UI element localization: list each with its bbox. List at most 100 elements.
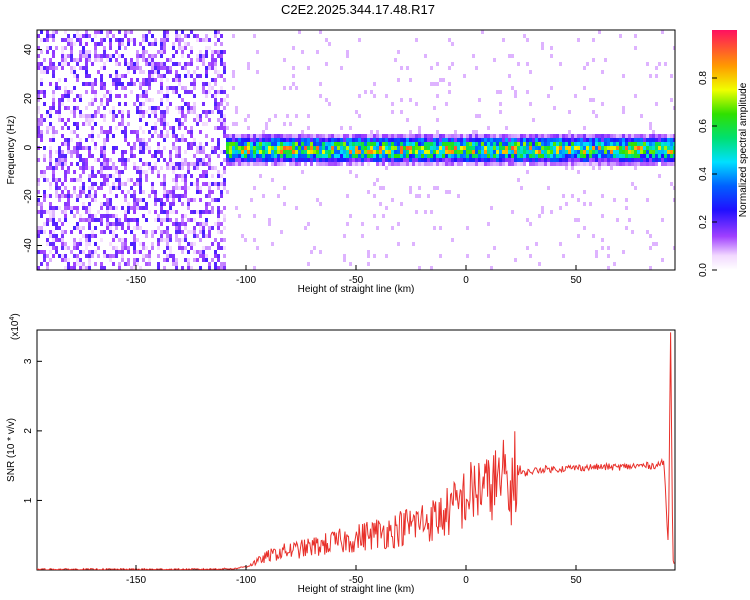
heatmap-cell [79,54,82,58]
heatmap-cell [58,162,61,166]
heatmap-cell [346,142,349,146]
heatmap-cell [220,270,223,274]
heatmap-cell [205,222,208,226]
heatmap-cell [373,150,376,154]
heatmap-cell [70,150,73,154]
heatmap-cell [547,134,550,138]
heatmap-cell [85,90,88,94]
heatmap-cell [79,194,82,198]
heatmap-cell [322,158,325,162]
heatmap-cell [508,146,511,150]
heatmap-cell [322,150,325,154]
heatmap-cell [472,54,475,58]
heatmap-cell [58,218,61,222]
heatmap-cell [157,74,160,78]
heatmap-cell [472,154,475,158]
heatmap-cell [601,158,604,162]
heatmap-cell [361,158,364,162]
heatmap-cell [292,66,295,70]
heatmap-cell [73,106,76,110]
heatmap-cell [625,146,628,150]
heatmap-cell [400,146,403,150]
heatmap-cell [64,154,67,158]
heatmap-cell [169,166,172,170]
heatmap-cell [163,30,166,34]
heatmap-cell [82,46,85,50]
heatmap-cell [601,238,604,242]
heatmap-cell [271,158,274,162]
heatmap-cell [196,178,199,182]
heatmap-cell [358,38,361,42]
heatmap-cell [76,58,79,62]
heatmap-cell [100,78,103,82]
heatmap-cell [274,134,277,138]
heatmap-cell [295,86,298,90]
heatmap-cell [124,230,127,234]
heatmap-cell [61,62,64,66]
heatmap-cell [472,158,475,162]
heatmap-cell [97,70,100,74]
heatmap-cell [46,110,49,114]
heatmap-cell [271,150,274,154]
heatmap-cell [466,138,469,142]
heatmap-cell [67,98,70,102]
heatmap-cell [214,250,217,254]
heatmap-cell [106,162,109,166]
heatmap-cell [262,146,265,150]
heatmap-cell [397,146,400,150]
heatmap-cell [112,150,115,154]
heatmap-cell [46,38,49,42]
heatmap-cell [493,150,496,154]
heatmap-cell [607,138,610,142]
heatmap-cell [157,198,160,202]
heatmap-cell [163,182,166,186]
heatmap-cell [142,90,145,94]
heatmap-cell [61,222,64,226]
heatmap-cell [640,114,643,118]
heatmap-cell [541,206,544,210]
heatmap-cell [49,234,52,238]
heatmap-cell [229,146,232,150]
heatmap-cell [181,186,184,190]
heatmap-cell [499,142,502,146]
heatmap-cell [235,150,238,154]
heatmap-cell [487,142,490,146]
heatmap-cell [169,202,172,206]
heatmap-cell [241,134,244,138]
heatmap-cell [436,82,439,86]
heatmap-cell [370,158,373,162]
heatmap-cell [103,202,106,206]
heatmap-cell [196,122,199,126]
heatmap-cell [190,50,193,54]
heatmap-cell [337,134,340,138]
heatmap-cell [148,82,151,86]
heatmap-cell [208,46,211,50]
heatmap-cell [61,166,64,170]
heatmap-cell [109,46,112,50]
heatmap-cell [649,142,652,146]
heatmap-cell [454,146,457,150]
heatmap-cell [481,150,484,154]
heatmap-cell [334,150,337,154]
heatmap-cell [94,214,97,218]
heatmap-cell [133,154,136,158]
heatmap-cell [142,142,145,146]
heatmap-cell [40,62,43,66]
heatmap-cell [187,202,190,206]
heatmap-cell [277,162,280,166]
heatmap-cell [184,118,187,122]
heatmap-cell [223,170,226,174]
heatmap-cell [52,138,55,142]
heatmap-cell [166,194,169,198]
heatmap-cell [328,158,331,162]
heatmap-cell [556,158,559,162]
heatmap-cell [91,234,94,238]
heatmap-cell [496,158,499,162]
heatmap-cell [238,142,241,146]
heatmap-cell [499,150,502,154]
heatmap-cell [142,254,145,258]
heatmap-cell [490,154,493,158]
heatmap-cell [403,146,406,150]
heatmap-cell [223,90,226,94]
